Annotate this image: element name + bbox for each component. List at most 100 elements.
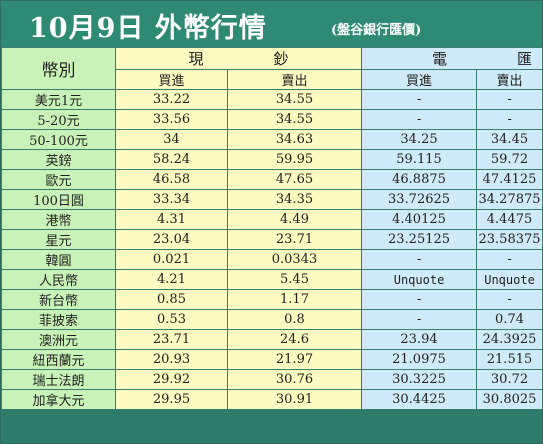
currency-name: 新台幣 [1, 289, 116, 310]
currency-name: 星元 [1, 229, 116, 250]
cash-sell-cell: 34.63 [226, 129, 363, 150]
table-row: 歐元 46.58 47.65 46.8875 47.4125 [1, 169, 543, 190]
cash-buy-cell: 23.04 [115, 229, 228, 250]
cash-buy-header: 買進 [115, 69, 228, 90]
table-row: 美元1元 33.22 34.55- - [1, 89, 543, 110]
cash-buy-cell: 29.92 [115, 369, 228, 390]
cash-sell-cell: 34.55 [226, 89, 363, 110]
cash-sell-cell: 5.45 [226, 269, 363, 290]
table-row: 紐西蘭元 20.93 21.97 21.0975 21.515 [1, 349, 543, 370]
cash-header: 現鈔 [114, 47, 363, 70]
cash-buy-cell: 58.24 [115, 149, 228, 170]
wire-buy-cell: - [361, 109, 478, 130]
wire-buy-cell: 4.40125 [361, 209, 478, 230]
wire-buy-cell: 34.25 [361, 129, 478, 150]
cash-sell-cell: 24.6 [226, 329, 363, 350]
wire-sell-cell: 23.58375 [476, 229, 543, 250]
cash-sell-cell: 34.55 [226, 109, 363, 130]
table-row: 瑞士法朗 29.92 30.76 30.3225 30.72 [1, 369, 543, 390]
currency-name: 韓圓 [1, 249, 116, 270]
cash-buy-cell: 20.93 [115, 349, 228, 370]
wire-buy-cell: 30.3225 [361, 369, 478, 390]
cash-buy-cell: 0.021 [115, 249, 228, 270]
wire-sell-cell: Unquote [476, 269, 543, 290]
wire-buy-cell: 23.25125 [361, 229, 478, 250]
cash-buy-cell: 34 [115, 129, 228, 150]
wire-header: 電匯 [361, 47, 543, 70]
wire-sell-cell: 21.515 [476, 349, 543, 370]
table-row: 英鎊 58.24 59.95 59.115 59.72 [1, 149, 543, 170]
wire-buy-cell: - [361, 289, 478, 310]
currency-name: 加拿大元 [1, 389, 116, 410]
cash-sell-cell: 47.65 [226, 169, 363, 190]
table-row: 星元 23.04 23.71 23.25125 23.58375 [1, 229, 543, 250]
wire-buy-cell: 23.94 [361, 329, 478, 350]
currency-name: 歐元 [1, 169, 116, 190]
cash-sell-cell: 59.95 [226, 149, 363, 170]
wire-buy-cell: 30.4425 [361, 389, 478, 410]
cash-buy-cell: 33.56 [115, 109, 228, 130]
wire-sell-cell: - [476, 249, 543, 270]
wire-buy-cell: 33.72625 [361, 189, 478, 210]
wire-buy-cell: 59.115 [361, 149, 478, 170]
wire-sell-cell: 34.27875 [476, 189, 543, 210]
currency-name: 瑞士法朗 [1, 369, 116, 390]
currency-name: 港幣 [1, 209, 116, 230]
cash-buy-cell: 33.34 [115, 189, 228, 210]
cash-sell-cell: 23.71 [226, 229, 363, 250]
wire-sell-cell: 59.72 [476, 149, 543, 170]
currency-name: 人民幣 [1, 269, 116, 290]
table-row: 韓圓 0.021 0.0343- - [1, 249, 543, 270]
wire-buy-header: 買進 [361, 69, 478, 90]
currency-name: 50-100元 [1, 129, 116, 150]
cash-buy-cell: 0.85 [115, 289, 228, 310]
table-row: 100日圓 33.34 34.35 33.72625 34.27875 [1, 189, 543, 210]
table-row: 人民幣 4.21 5.45 Unquote Unquote [1, 269, 543, 290]
currency-header: 幣別 [1, 47, 116, 90]
wire-sell-header: 賣出 [476, 69, 543, 90]
title-bar: 10月9日 外幣行情 (盤谷銀行匯價) [1, 1, 542, 47]
wire-buy-cell: Unquote [361, 269, 478, 290]
wire-sell-cell: - [476, 289, 543, 310]
wire-buy-cell: 21.0975 [361, 349, 478, 370]
wire-buy-cell: - [361, 309, 478, 330]
wire-buy-cell: - [361, 249, 478, 270]
rates-table: 幣別 現鈔 電匯 買進 賣出 買進 賣出 美元1元33.2234.55--5-2… [1, 47, 543, 410]
wire-sell-cell: 34.45 [476, 129, 543, 150]
table-row: 50-100元 34 34.63 34.25 34.45 [1, 129, 543, 150]
wire-buy-cell: 46.8875 [361, 169, 478, 190]
currency-name: 100日圓 [1, 189, 116, 210]
table-row: 加拿大元 29.95 30.91 30.4425 30.8025 [1, 389, 543, 410]
wire-sell-cell: - [476, 89, 543, 110]
cash-sell-cell: 34.35 [226, 189, 363, 210]
table-row: 港幣 4.31 4.49 4.40125 4.4475 [1, 209, 543, 230]
cash-buy-cell: 4.31 [115, 209, 228, 230]
wire-sell-cell: 30.72 [476, 369, 543, 390]
cash-sell-header: 賣出 [226, 69, 363, 90]
cash-buy-cell: 33.22 [115, 89, 228, 110]
currency-name: 菲披索 [1, 309, 116, 330]
wire-sell-cell: 30.8025 [476, 389, 543, 410]
cash-sell-cell: 1.17 [226, 289, 363, 310]
wire-sell-cell: 0.74 [476, 309, 543, 330]
cash-sell-cell: 30.91 [226, 389, 363, 410]
cash-sell-cell: 4.49 [226, 209, 363, 230]
currency-name: 澳洲元 [1, 329, 116, 350]
wire-buy-cell: - [361, 89, 478, 110]
wire-sell-cell: 47.4125 [476, 169, 543, 190]
cash-buy-cell: 23.71 [115, 329, 228, 350]
cash-sell-cell: 21.97 [226, 349, 363, 370]
table-row: 菲披索 0.53 0.8-0.74 [1, 309, 543, 330]
cash-sell-cell: 0.8 [226, 309, 363, 330]
cash-buy-cell: 46.58 [115, 169, 228, 190]
table-row: 5-20元 33.56 34.55- - [1, 109, 543, 130]
wire-sell-cell: 24.3925 [476, 329, 543, 350]
source-label: (盤谷銀行匯價) [331, 23, 422, 38]
currency-name: 5-20元 [1, 109, 116, 130]
cash-buy-cell: 4.21 [115, 269, 228, 290]
cash-buy-cell: 0.53 [115, 309, 228, 330]
cash-buy-cell: 29.95 [115, 389, 228, 410]
currency-name: 紐西蘭元 [1, 349, 116, 370]
page-title: 10月9日 外幣行情 [29, 13, 267, 44]
